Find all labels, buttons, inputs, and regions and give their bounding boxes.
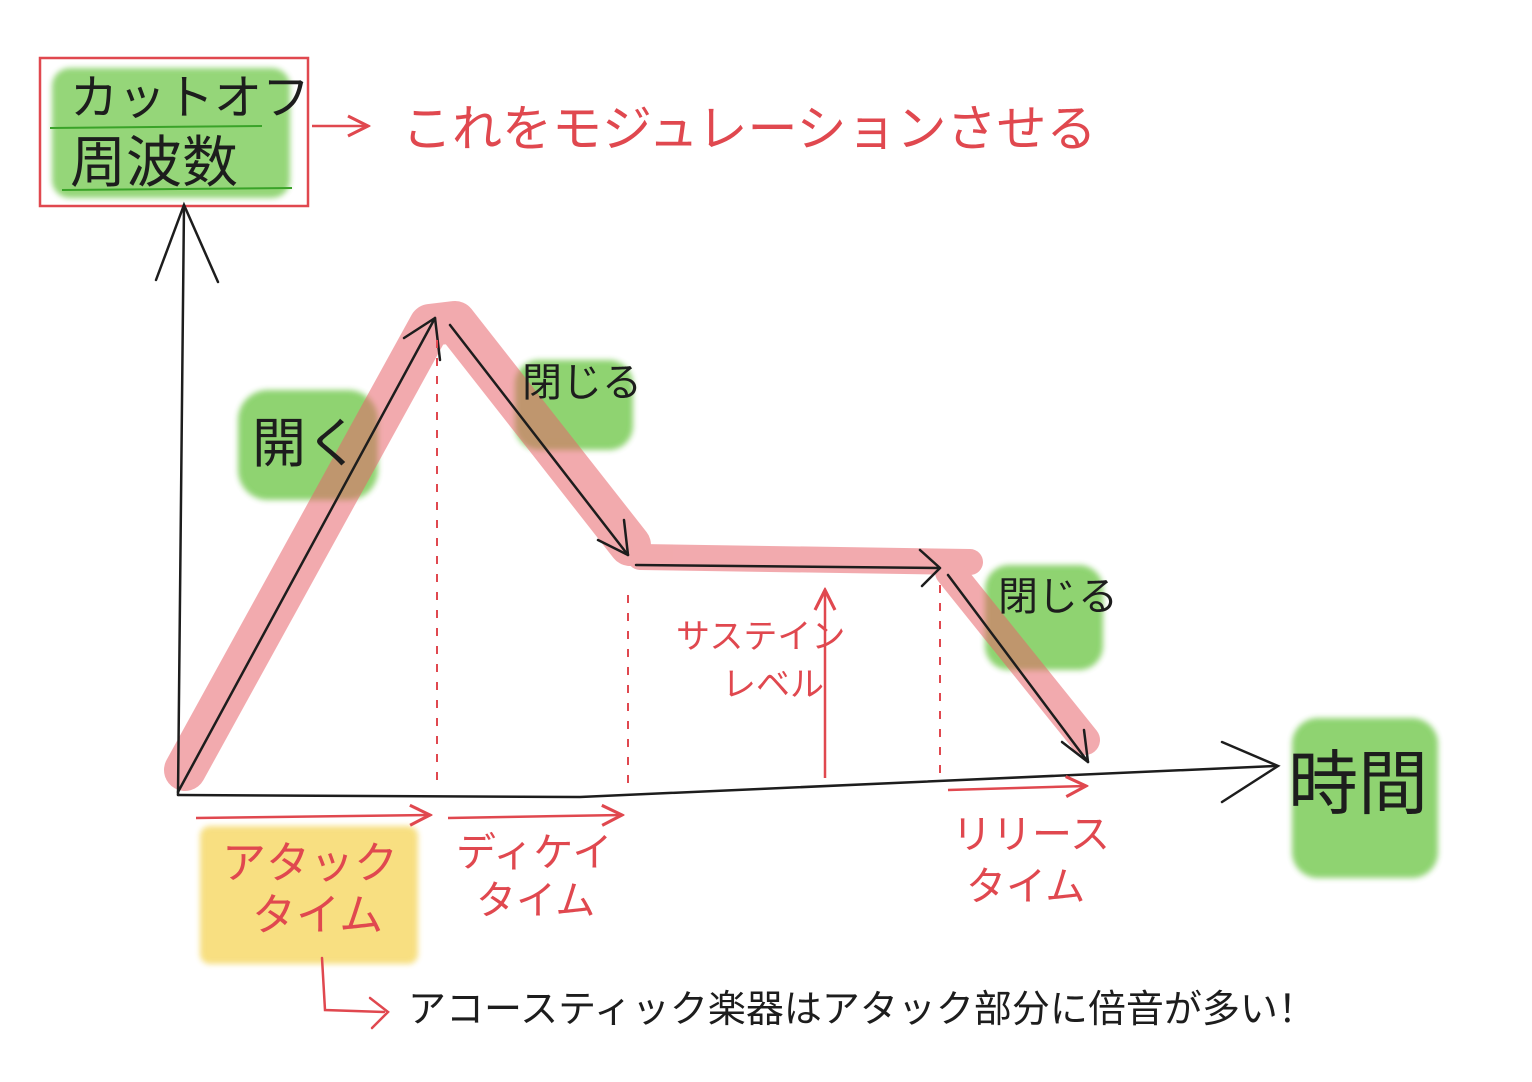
envelope-highlight <box>164 301 1100 791</box>
x-axis-arrowhead <box>1220 740 1281 804</box>
y-axis <box>176 203 186 797</box>
y-axis-label-line1: カットオフ <box>70 70 310 126</box>
time-span-arrows <box>195 786 1086 818</box>
phase-guides <box>436 340 941 785</box>
decay-span-arrow <box>447 815 622 818</box>
attack-line <box>176 316 437 794</box>
y-axis-arrowhead <box>154 201 220 284</box>
sustain-line <box>634 563 942 570</box>
attack-time-line1: アタック <box>222 838 398 889</box>
y-axis-label-line2: 周波数 <box>70 131 238 196</box>
decay-time-line1: ディケイ <box>456 830 612 876</box>
release-span-arrow <box>947 786 1086 790</box>
attack-time-line2: タイム <box>252 890 383 941</box>
time-label-highlight <box>1292 718 1438 878</box>
decay-line <box>448 323 630 557</box>
x-axis <box>176 764 1277 799</box>
attack-time-highlight <box>200 826 418 964</box>
modulation-note: これをモジュレーションさせる <box>402 100 1097 158</box>
release-line <box>946 573 1090 764</box>
decay-time-line2: タイム <box>476 878 595 924</box>
highlighter-marks <box>52 68 1438 964</box>
footnote: アコースティック楽器はアタック部分に倍音が多い！ <box>408 987 1316 1031</box>
attack-arrowhead <box>402 316 442 362</box>
y-label-highlight <box>52 68 290 198</box>
release-arrowhead <box>1060 728 1090 764</box>
open-label: 開く <box>252 412 360 475</box>
close-label-decay: 閉じる <box>522 360 642 406</box>
sustain-level-line2: レベル <box>722 665 824 705</box>
release-time-line2: タイム <box>966 864 1085 910</box>
sustain-level-line1: サステイン <box>676 617 845 657</box>
attack-span-arrow <box>195 815 430 818</box>
close-label-release: 閉じる <box>998 574 1118 620</box>
decay-arrowhead <box>596 518 630 557</box>
envelope-lines <box>176 316 1090 794</box>
y-axis-label-box: カットオフ 周波数 <box>38 56 310 208</box>
x-axis-label: 時間 <box>1288 743 1428 825</box>
axes <box>154 201 1281 804</box>
footnote-connector <box>320 956 390 1030</box>
release-time-line1: リリース <box>952 812 1110 858</box>
sustain-arrowhead <box>918 548 942 588</box>
